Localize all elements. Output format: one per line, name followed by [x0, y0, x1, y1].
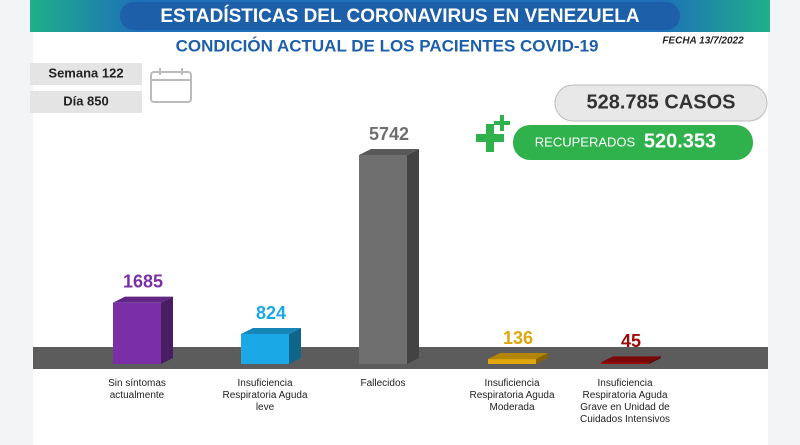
- value-label: 1685: [123, 271, 163, 291]
- recovered-value: 520.353: [644, 130, 716, 152]
- bar-side: [407, 149, 419, 364]
- bar-top: [113, 296, 173, 303]
- category-label: Sin síntomas actualmente: [108, 378, 166, 401]
- title: ESTADÍSTICAS DEL CORONAVIRUS EN VENEZUEL…: [160, 5, 640, 27]
- category-label: Insuficiencia Respiratoria Aguda Grave e…: [579, 378, 671, 425]
- value-label: 45: [621, 331, 641, 351]
- value-label: 5742: [369, 124, 409, 144]
- cases-box: [554, 84, 768, 122]
- category-label: Insuficiencia Respiratoria Aguda Moderad…: [469, 378, 555, 413]
- header-pill: [120, 2, 680, 30]
- cases: 528.785 CASOS: [587, 91, 736, 113]
- week-box: [30, 63, 142, 85]
- date: FECHA 13/7/2022: [662, 36, 744, 47]
- bar-top: [241, 328, 301, 335]
- bar: [359, 155, 407, 364]
- bar-top: [488, 353, 548, 360]
- week: Semana 122: [48, 65, 123, 80]
- bar-side: [536, 353, 548, 364]
- value-label: 136: [503, 328, 533, 348]
- bar-top: [601, 356, 661, 363]
- recovered-label: RECUPERADOS: [535, 134, 636, 149]
- bar-side: [649, 356, 661, 364]
- bar-side: [289, 328, 301, 364]
- day-box: [30, 91, 142, 113]
- value-label: 824: [256, 303, 286, 323]
- bar-top: [359, 149, 419, 155]
- category-label: Fallecidos: [360, 378, 406, 389]
- category-label: Insuficiencia Respiratoria Aguda leve: [222, 378, 308, 413]
- bar-side: [161, 296, 173, 364]
- bar: [241, 334, 289, 364]
- calendar-icon: [150, 68, 192, 103]
- subtitle: CONDICIÓN ACTUAL DE LOS PACIENTES COVID-…: [176, 36, 599, 55]
- plus-icon: [476, 115, 510, 152]
- bar: [113, 302, 161, 364]
- day: Día 850: [63, 93, 109, 108]
- bar: [601, 362, 649, 364]
- recovered-box: [513, 125, 753, 160]
- bar: [488, 359, 536, 364]
